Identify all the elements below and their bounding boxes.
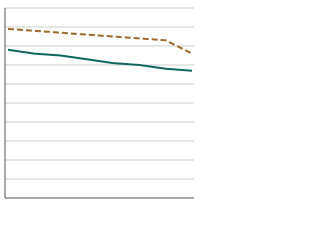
page: {"chart_data": {"type": "line", "categor… <box>4 7 194 199</box>
data-line <box>7 27 193 55</box>
data-line <box>7 48 193 72</box>
chart <box>4 7 194 199</box>
